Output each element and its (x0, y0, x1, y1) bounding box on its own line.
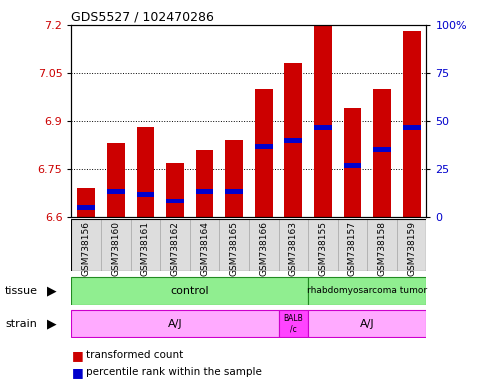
Bar (137, 127, 154, 217)
Text: GSM738160: GSM738160 (111, 222, 120, 276)
Text: tissue: tissue (5, 286, 38, 296)
Text: ▶: ▶ (47, 317, 57, 330)
Bar (71, 310, 279, 338)
Bar (190, 219, 219, 271)
Text: control: control (171, 286, 209, 296)
Bar (77, 188, 95, 217)
Bar (225, 189, 243, 194)
Bar (137, 192, 154, 197)
Bar (225, 140, 243, 217)
Bar (107, 143, 125, 217)
Bar (308, 219, 338, 271)
Text: GSM738161: GSM738161 (141, 222, 150, 276)
Text: GDS5527 / 102470286: GDS5527 / 102470286 (71, 11, 214, 24)
Text: GSM738162: GSM738162 (171, 222, 179, 276)
Bar (344, 108, 361, 217)
Bar (166, 162, 184, 217)
Text: ■: ■ (71, 349, 83, 362)
Bar (403, 125, 421, 130)
Text: rhabdomyosarcoma tumor: rhabdomyosarcoma tumor (307, 286, 427, 295)
Bar (373, 89, 391, 217)
Bar (403, 31, 421, 217)
Bar (219, 219, 249, 271)
Bar (131, 219, 160, 271)
Bar (279, 219, 308, 271)
Bar (255, 89, 273, 217)
Bar (314, 25, 332, 217)
Text: ▶: ▶ (47, 285, 57, 297)
Bar (308, 310, 426, 338)
Text: A/J: A/J (168, 318, 182, 329)
Bar (279, 310, 308, 338)
Text: GSM738163: GSM738163 (289, 222, 298, 276)
Bar (373, 147, 391, 152)
Text: strain: strain (5, 318, 37, 329)
Bar (249, 219, 279, 271)
Bar (314, 125, 332, 130)
Bar (255, 144, 273, 149)
Bar (71, 219, 101, 271)
Text: GSM738157: GSM738157 (348, 222, 357, 276)
Text: GSM738158: GSM738158 (378, 222, 387, 276)
Bar (77, 205, 95, 210)
Bar (160, 219, 190, 271)
Text: ■: ■ (71, 366, 83, 379)
Bar (196, 150, 213, 217)
Bar (284, 138, 302, 142)
Text: GSM738164: GSM738164 (200, 222, 209, 276)
Bar (284, 63, 302, 217)
Bar (338, 219, 367, 271)
Text: GSM738156: GSM738156 (82, 222, 91, 276)
Text: GSM738166: GSM738166 (259, 222, 268, 276)
Text: BALB
/c: BALB /c (283, 314, 303, 333)
Bar (71, 277, 308, 305)
Text: A/J: A/J (360, 318, 375, 329)
Bar (166, 199, 184, 204)
Bar (344, 163, 361, 168)
Text: GSM738165: GSM738165 (230, 222, 239, 276)
Bar (196, 189, 213, 194)
Bar (107, 189, 125, 194)
Text: transformed count: transformed count (86, 350, 183, 360)
Bar (308, 277, 426, 305)
Text: GSM738155: GSM738155 (318, 222, 327, 276)
Text: GSM738159: GSM738159 (407, 222, 416, 276)
Bar (397, 219, 426, 271)
Bar (101, 219, 131, 271)
Bar (367, 219, 397, 271)
Text: percentile rank within the sample: percentile rank within the sample (86, 367, 262, 377)
